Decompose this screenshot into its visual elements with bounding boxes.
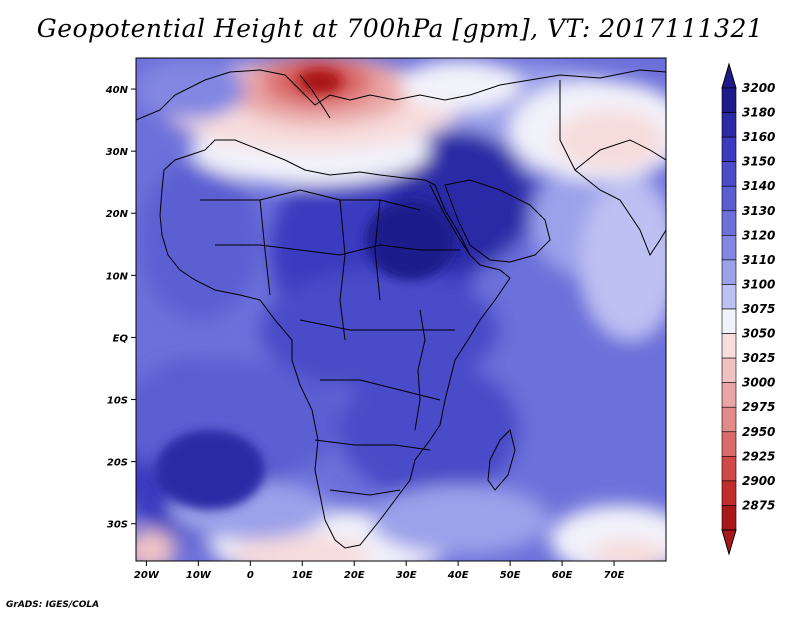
colorbar-box — [721, 308, 737, 334]
lat-label: 20N — [106, 209, 129, 220]
colorbar-label: 2975 — [742, 400, 775, 414]
lat-label: EQ — [113, 333, 129, 344]
lon-label: 10E — [292, 570, 313, 581]
colorbar-box — [721, 505, 737, 531]
colorbar-label: 3160 — [742, 130, 775, 144]
colorbar-label: 3140 — [742, 179, 775, 193]
colorbar-box — [721, 431, 737, 457]
map-frame — [135, 57, 667, 562]
lon-label: 40E — [447, 570, 469, 581]
lat-label: 40N — [105, 85, 129, 96]
lon-label: 20E — [344, 570, 365, 581]
colorbar-box — [721, 284, 737, 310]
colorbar-label: 3025 — [742, 351, 775, 365]
lon-label: 60E — [552, 570, 573, 581]
colorbar-box — [721, 456, 737, 482]
colorbar-label: 3075 — [742, 302, 775, 316]
colorbar-label: 2900 — [742, 474, 775, 488]
colorbar-label: 2875 — [742, 498, 775, 512]
lat-label: 30N — [106, 147, 129, 158]
colorbar-label: 3050 — [742, 327, 775, 341]
colorbar-top-arrow — [721, 62, 737, 89]
lon-label: 0 — [247, 570, 254, 581]
lon-label: 70E — [604, 570, 625, 581]
colorbar-box — [721, 259, 737, 285]
colorbar-label: 2925 — [742, 449, 775, 463]
colorbar-box — [721, 87, 737, 113]
lat-label: 10N — [106, 271, 129, 282]
lat-label: 20S — [107, 458, 128, 469]
colorbar-box — [721, 480, 737, 506]
colorbar-label: 2950 — [742, 425, 775, 439]
colorbar-label: 3180 — [742, 106, 775, 120]
colorbar-box — [721, 357, 737, 383]
colorbar-box — [721, 235, 737, 261]
colorbar-box — [721, 382, 737, 408]
chart-title: Geopotential Height at 700hPa [gpm], VT:… — [36, 14, 764, 43]
geopotential-field — [136, 58, 666, 561]
colorbar-box — [721, 333, 737, 359]
lon-label: 50E — [500, 570, 521, 581]
longitude-axis: 20W 10W 0 10E 20E 30E 40E 50E 60E 70E — [134, 561, 625, 581]
colorbar: 3200 3180 3160 3150 3140 3130 3120 3110 3100 3075… — [721, 62, 775, 556]
colorbar-box — [721, 210, 737, 236]
colorbar-label: 3130 — [742, 204, 775, 218]
lon-label: 20W — [134, 570, 160, 581]
colorbar-box — [721, 136, 737, 162]
colorbar-box — [721, 112, 737, 138]
grads-credit: GrADS: IGES/COLA — [6, 600, 100, 610]
colorbar-label: 3200 — [742, 81, 775, 95]
colorbar-box — [721, 185, 737, 212]
colorbar-bottom-arrow — [721, 529, 737, 556]
colorbar-label: 3110 — [742, 253, 775, 267]
colorbar-label: 3120 — [742, 228, 775, 242]
colorbar-box — [721, 161, 737, 187]
colorbar-box — [721, 406, 737, 433]
lon-label: 30E — [396, 570, 417, 581]
lat-label: 10S — [107, 396, 128, 407]
lon-label: 10W — [186, 570, 212, 581]
latitude-axis: 40N 30N 20N 10N EQ 10S 20S 30S — [105, 85, 136, 531]
lat-label: 30S — [107, 520, 128, 531]
colorbar-label: 3100 — [742, 277, 775, 291]
colorbar-label: 3150 — [742, 155, 775, 169]
colorbar-label: 3000 — [742, 376, 775, 390]
coastlines — [136, 69, 666, 549]
